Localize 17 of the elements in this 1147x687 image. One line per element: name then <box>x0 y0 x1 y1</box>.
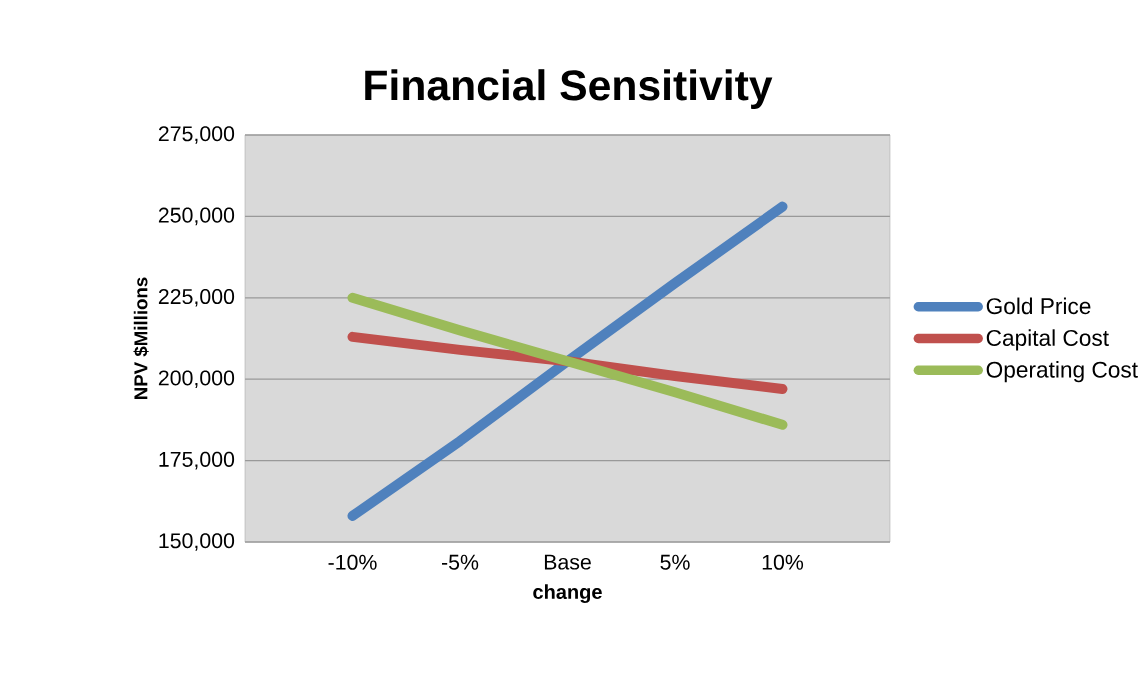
y-axis-title: NPV $Millions <box>133 277 149 399</box>
y-tick-label: 250,000 <box>158 207 235 226</box>
y-tick-label: 225,000 <box>158 288 235 307</box>
x-tick-label: -10% <box>328 554 377 570</box>
x-tick-label: -5% <box>441 554 479 570</box>
y-tick-label: 175,000 <box>159 451 235 470</box>
x-tick-label: Base <box>544 554 591 570</box>
legend-label: Operating Cost <box>986 361 1138 383</box>
x-tick-label: 10% <box>762 554 804 570</box>
x-tick-label: 5% <box>660 554 690 570</box>
x-axis-title: change <box>533 584 602 604</box>
chart-title: Financial Sensitivity <box>365 69 773 109</box>
y-tick-label: 200,000 <box>158 370 235 388</box>
y-tick-label: 275,000 <box>158 126 235 144</box>
y-tick-label: 150,000 <box>159 533 235 551</box>
legend-label: Capital Cost <box>986 329 1109 351</box>
legend-label: Gold Price <box>986 297 1091 315</box>
